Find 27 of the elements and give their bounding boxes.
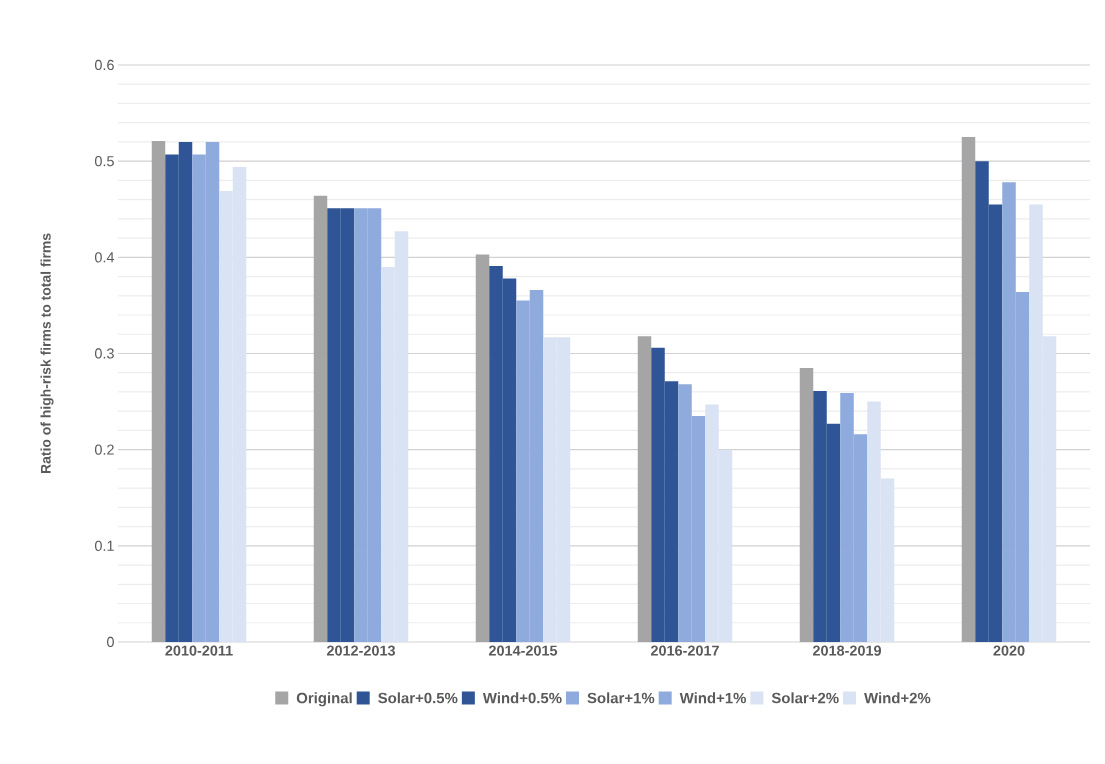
x-tick-label: 2018-2019	[812, 645, 881, 656]
bar	[313, 195, 328, 642]
bar	[151, 140, 166, 642]
legend-label: Solar+0.5%	[378, 692, 458, 704]
bar	[637, 336, 652, 642]
x-tick-label: 2020	[993, 645, 1025, 656]
y-tick-label: 0.2	[94, 444, 114, 455]
bar	[961, 137, 976, 642]
bar	[799, 367, 814, 642]
legend-label: Wind+0.5%	[482, 692, 562, 704]
y-tick-label: 0.4	[94, 252, 115, 263]
x-tick-label: 2016-2017	[650, 645, 719, 656]
legend-label: Original	[296, 692, 352, 707]
legend-label: Wind+2%	[864, 692, 931, 704]
y-tick-label: 0.5	[94, 156, 114, 167]
x-tick-label: 2014-2015	[488, 645, 558, 656]
x-tick-label: 2010-2011	[165, 645, 233, 656]
x-tick-label: 2012-2013	[326, 645, 396, 656]
y-tick-label: 0	[107, 636, 114, 648]
y-tick-label: 0.1	[94, 540, 114, 551]
y-axis-title: Ratio of high-risk firms to total firms	[40, 233, 54, 474]
bar	[475, 254, 490, 642]
legend-label: Solar+1%	[587, 692, 655, 704]
legend-label: Solar+2%	[771, 692, 839, 704]
y-tick-label: 0.6	[94, 59, 114, 71]
y-tick-label: 0.3	[94, 348, 114, 359]
legend-label: Wind+1%	[679, 692, 747, 704]
